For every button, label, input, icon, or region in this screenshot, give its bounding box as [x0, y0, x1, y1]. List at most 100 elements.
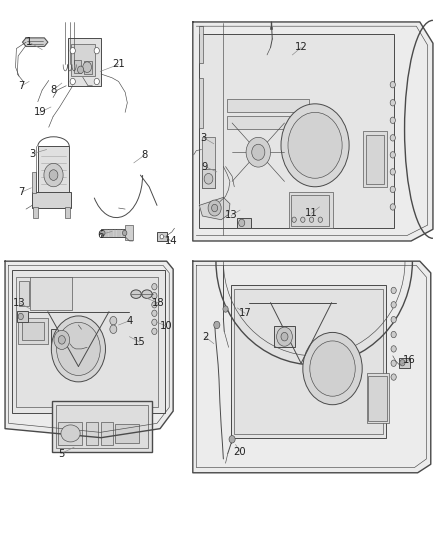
Ellipse shape	[281, 104, 349, 187]
Bar	[157, 232, 166, 241]
Bar	[367, 373, 389, 423]
Ellipse shape	[70, 78, 75, 85]
Bar	[68, 38, 101, 86]
Ellipse shape	[310, 341, 355, 396]
Text: 7: 7	[18, 81, 25, 91]
Ellipse shape	[277, 327, 292, 346]
Bar	[32, 172, 36, 193]
Bar	[32, 192, 71, 208]
Ellipse shape	[83, 62, 92, 72]
Text: 5: 5	[58, 449, 64, 458]
Bar	[199, 34, 394, 228]
Text: 1: 1	[26, 37, 32, 47]
Bar	[86, 422, 98, 445]
Text: 6: 6	[97, 230, 103, 240]
Bar	[368, 376, 387, 421]
Text: 17: 17	[239, 308, 251, 318]
Ellipse shape	[152, 284, 157, 290]
Text: 16: 16	[403, 354, 415, 365]
Bar	[125, 225, 133, 240]
Bar	[237, 217, 251, 228]
Ellipse shape	[152, 319, 157, 326]
Ellipse shape	[78, 66, 84, 74]
Ellipse shape	[391, 346, 396, 352]
Ellipse shape	[54, 330, 70, 350]
Ellipse shape	[288, 112, 342, 178]
Ellipse shape	[390, 117, 396, 124]
Bar	[16, 277, 158, 407]
Ellipse shape	[223, 306, 228, 312]
Ellipse shape	[208, 200, 221, 216]
Ellipse shape	[131, 290, 141, 298]
Polygon shape	[193, 261, 431, 473]
Text: 7: 7	[18, 187, 25, 197]
Bar	[399, 358, 410, 368]
Ellipse shape	[152, 302, 157, 308]
Bar	[234, 289, 383, 434]
Ellipse shape	[123, 230, 127, 236]
Ellipse shape	[391, 287, 396, 294]
Bar	[115, 424, 139, 443]
Text: 8: 8	[50, 85, 56, 95]
Ellipse shape	[390, 186, 396, 192]
Ellipse shape	[239, 219, 245, 227]
Ellipse shape	[400, 360, 405, 366]
Ellipse shape	[94, 78, 99, 85]
Bar	[21, 322, 44, 340]
Bar	[71, 44, 95, 76]
Bar	[227, 99, 309, 112]
Bar	[270, 27, 272, 29]
Ellipse shape	[70, 47, 75, 54]
Ellipse shape	[391, 302, 396, 308]
Ellipse shape	[391, 332, 396, 338]
Ellipse shape	[390, 204, 396, 210]
Bar	[52, 401, 152, 451]
Polygon shape	[22, 38, 48, 46]
Ellipse shape	[61, 425, 80, 442]
Ellipse shape	[152, 310, 157, 317]
Bar	[291, 195, 329, 226]
Ellipse shape	[318, 217, 322, 222]
Text: 9: 9	[202, 161, 208, 172]
Bar	[19, 281, 28, 306]
Polygon shape	[193, 22, 433, 241]
Bar	[227, 116, 309, 130]
Ellipse shape	[390, 100, 396, 106]
Bar	[274, 326, 295, 348]
Ellipse shape	[214, 321, 220, 329]
Bar	[12, 270, 165, 413]
Text: 13: 13	[225, 211, 237, 221]
Bar	[289, 192, 332, 228]
Ellipse shape	[110, 325, 117, 334]
Bar	[38, 147, 69, 193]
Ellipse shape	[391, 360, 396, 367]
Bar	[33, 207, 38, 217]
Ellipse shape	[58, 336, 65, 344]
Bar	[201, 138, 215, 188]
Ellipse shape	[303, 333, 362, 405]
Text: 21: 21	[112, 60, 125, 69]
Ellipse shape	[229, 435, 235, 443]
Text: 11: 11	[305, 208, 318, 219]
Ellipse shape	[204, 173, 213, 184]
Text: 13: 13	[13, 297, 25, 308]
Ellipse shape	[152, 293, 157, 299]
Ellipse shape	[94, 47, 99, 54]
Text: 3: 3	[201, 133, 207, 143]
Ellipse shape	[300, 217, 305, 222]
Text: 15: 15	[133, 337, 146, 347]
Bar	[363, 131, 387, 187]
Ellipse shape	[390, 152, 396, 158]
Polygon shape	[199, 197, 230, 220]
Text: 4: 4	[127, 316, 133, 326]
Ellipse shape	[390, 135, 396, 141]
Ellipse shape	[49, 169, 58, 180]
Bar	[30, 277, 72, 310]
Ellipse shape	[57, 322, 100, 375]
Bar	[231, 285, 386, 438]
Bar	[199, 78, 203, 128]
Bar	[84, 61, 92, 74]
Ellipse shape	[160, 235, 163, 239]
Ellipse shape	[101, 230, 105, 236]
Ellipse shape	[292, 217, 296, 222]
